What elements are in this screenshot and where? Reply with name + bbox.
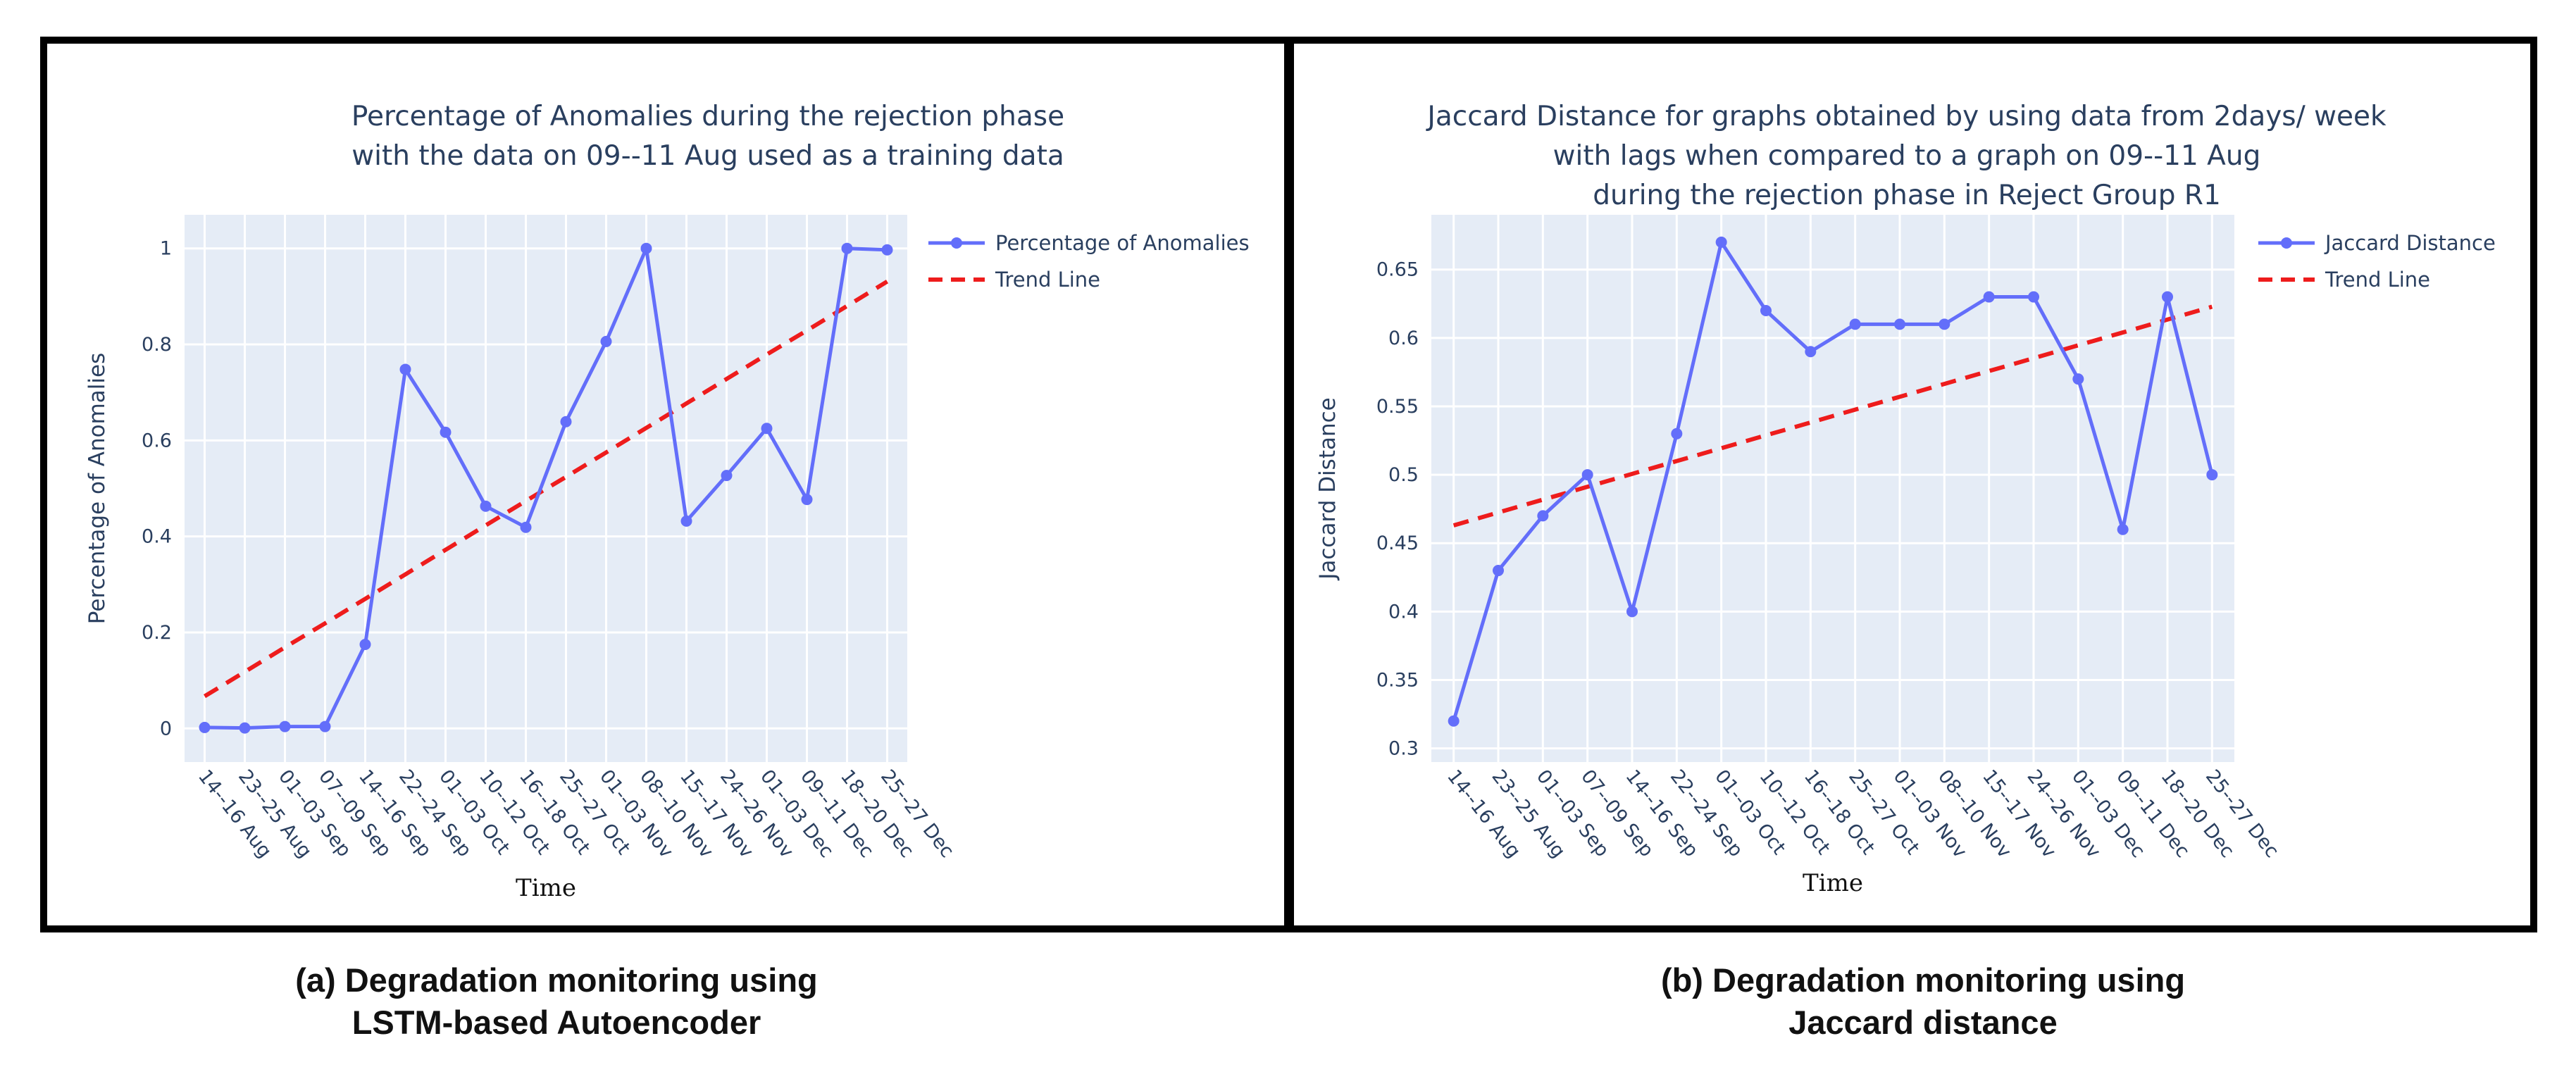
data-point [319,720,331,732]
legend-trend-label: Trend Line [2325,268,2430,292]
data-point [841,242,853,254]
y-tick-label: 0.4 [1388,601,1419,623]
data-point [199,721,211,733]
data-point [600,335,612,347]
caption-b-line2: Jaccard distance [1788,1004,2058,1041]
data-point [279,720,291,732]
data-point [520,521,532,533]
data-point [1894,318,1905,330]
y-tick-label: 0.45 [1376,532,1419,554]
y-axis-label: Jaccard Distance [1315,397,1340,581]
data-point [1581,469,1593,481]
data-point [480,500,492,512]
legend-trend-label: Trend Line [995,268,1100,292]
y-tick-label: 0.6 [1388,327,1419,349]
data-point [440,426,452,438]
data-point [2117,523,2129,535]
y-tick-label: 0 [160,718,172,740]
data-point [801,494,813,506]
series-line [204,247,888,730]
data-point [1493,565,1504,577]
panel-b-border [1287,37,2537,932]
x-axis-label: Time [516,874,576,902]
y-axis-label: Percentage of Anomalies [85,353,110,624]
data-point [1626,606,1638,618]
trend-line [1452,304,2213,528]
chart-title-line: with the data on 09--11 Aug used as a tr… [351,140,1064,172]
y-tick-label: 1 [160,238,172,260]
data-point [2028,291,2039,303]
y-tick-label: 0.65 [1376,259,1419,281]
data-point [2162,291,2173,303]
y-tick-label: 0.35 [1376,669,1419,691]
caption-b: (b) Degradation monitoring using Jaccard… [1507,959,2339,1044]
y-tick-label: 0.4 [142,526,172,548]
y-tick-label: 0.8 [142,334,172,356]
data-point [680,515,692,527]
plot-area [185,215,907,762]
series-line [1452,240,2214,722]
x-axis-label: Time [1803,869,1863,897]
caption-a: (a) Degradation monitoring using LSTM-ba… [141,959,972,1044]
data-point [1671,428,1683,439]
legend-series-label: Jaccard Distance [2324,231,2496,255]
data-point [2072,373,2084,385]
y-tick-label: 0.3 [1388,738,1419,760]
chart-title-line: with lags when compared to a graph on 09… [1553,140,2261,172]
data-point [359,639,371,651]
plot-area [1431,215,2234,762]
data-point [640,242,652,254]
data-point [1849,318,1861,330]
y-tick-label: 0.55 [1376,396,1419,418]
caption-a-line2: LSTM-based Autoencoder [351,1004,761,1041]
data-point [1537,510,1549,522]
data-point [721,470,733,482]
trend-line [203,280,889,699]
legend-series-marker [951,237,962,249]
data-point [1939,318,1950,330]
data-point [1715,236,1727,248]
chart-title-line: during the rejection phase in Reject Gro… [1593,180,2221,211]
data-point [1983,291,1995,303]
data-point [1760,304,1772,316]
chart-title-line: Percentage of Anomalies during the rejec… [351,101,1064,132]
y-tick-label: 0.5 [1388,464,1419,486]
data-point [761,423,773,435]
data-point [1805,346,1817,358]
y-tick-label: 0.2 [142,622,172,644]
data-point [399,363,411,375]
chart-title-line: Jaccard Distance for graphs obtained by … [1425,101,2387,132]
data-point [560,416,572,428]
caption-b-line1: (b) Degradation monitoring using [1660,961,2186,999]
legend-series-marker [2281,237,2292,249]
y-tick-label: 0.6 [142,430,172,451]
caption-a-line1: (a) Degradation monitoring using [295,961,818,999]
data-point [239,722,251,734]
data-point [1448,715,1460,727]
legend-series-label: Percentage of Anomalies [995,231,1250,255]
data-point [2206,469,2218,481]
data-point [881,244,893,256]
